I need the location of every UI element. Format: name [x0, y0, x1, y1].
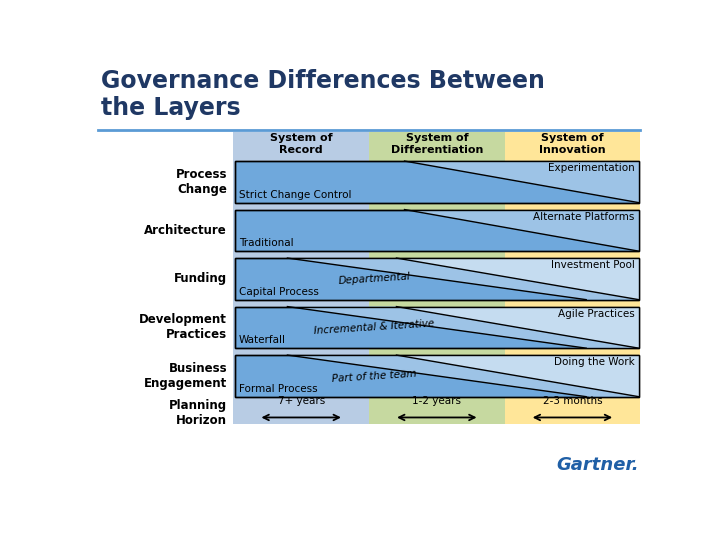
Text: Development
Practices: Development Practices	[139, 313, 228, 341]
Text: Agile Practices: Agile Practices	[558, 309, 635, 319]
Bar	[505, 132, 640, 423]
Text: Alternate Platforms: Alternate Platforms	[534, 212, 635, 222]
Bar	[235, 258, 639, 300]
Text: Experimentation: Experimentation	[548, 164, 635, 173]
Polygon shape	[287, 258, 639, 300]
Text: Business
Engagement: Business Engagement	[144, 362, 228, 390]
Text: Funding: Funding	[174, 272, 228, 285]
Text: Incremental & Iterative: Incremental & Iterative	[314, 319, 435, 336]
Polygon shape	[397, 355, 639, 397]
Text: Architecture: Architecture	[145, 224, 228, 237]
Bar	[235, 307, 639, 348]
Text: Investment Pool: Investment Pool	[551, 260, 635, 271]
Polygon shape	[287, 307, 639, 348]
Bar	[235, 161, 639, 202]
Text: Governance Differences Between
the Layers: Governance Differences Between the Layer…	[101, 69, 545, 119]
Text: Strict Change Control: Strict Change Control	[239, 190, 351, 200]
Text: Process
Change: Process Change	[176, 168, 228, 196]
Bar	[235, 307, 639, 348]
Polygon shape	[405, 161, 639, 202]
Text: Planning
Horizon: Planning Horizon	[169, 399, 228, 427]
Text: Waterfall: Waterfall	[239, 335, 286, 345]
Text: Formal Process: Formal Process	[239, 383, 318, 394]
Text: 7+ years: 7+ years	[278, 396, 325, 406]
Polygon shape	[397, 258, 639, 300]
Text: System of
Innovation: System of Innovation	[539, 133, 606, 154]
Text: Part of the team: Part of the team	[332, 368, 417, 383]
Text: System of
Record: System of Record	[270, 133, 333, 154]
Bar	[235, 210, 639, 251]
Text: Capital Process: Capital Process	[239, 287, 319, 296]
Text: 1-2 years: 1-2 years	[413, 396, 462, 406]
Bar	[235, 161, 639, 202]
Bar	[235, 355, 639, 397]
Polygon shape	[405, 210, 639, 251]
Polygon shape	[287, 355, 639, 397]
Bar	[233, 132, 369, 423]
Text: Departmental: Departmental	[338, 272, 410, 286]
Bar	[369, 132, 505, 423]
Text: Doing the Work: Doing the Work	[554, 357, 635, 367]
Text: Gartner.: Gartner.	[556, 456, 639, 475]
Bar	[235, 258, 639, 300]
Text: 2-3 months: 2-3 months	[543, 396, 602, 406]
Bar	[235, 210, 639, 251]
Text: System of
Differentiation: System of Differentiation	[391, 133, 483, 154]
Text: Traditional: Traditional	[239, 238, 294, 248]
Bar	[235, 355, 639, 397]
Polygon shape	[397, 307, 639, 348]
